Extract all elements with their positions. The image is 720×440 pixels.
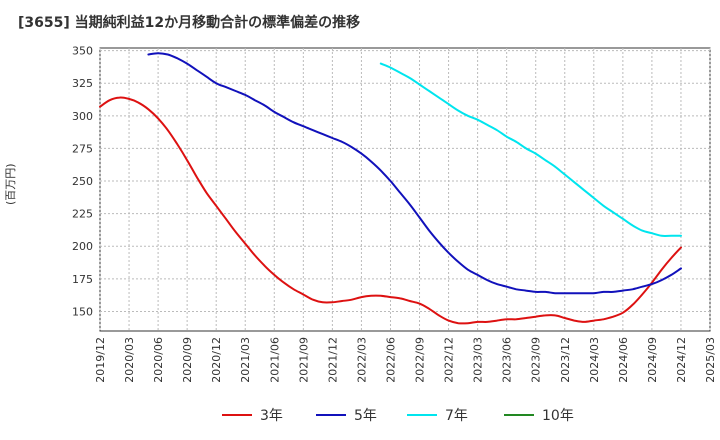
plot-area [99,47,711,332]
y-tick-label: 225 [72,208,93,221]
x-tick-label: 2022/12 [443,337,456,383]
series-line-2 [147,52,682,295]
x-tick-label: 2025/03 [704,337,717,383]
legend-label-2: 5年 [354,408,377,424]
y-tick-label: 150 [72,305,93,318]
x-tick-label: 2023/03 [472,337,485,383]
x-tick-label: 2021/12 [326,337,339,383]
x-tick-label: 2024/12 [675,337,688,383]
x-tick-label: 2021/09 [297,337,310,383]
x-tick-label: 2024/06 [617,337,630,383]
x-tick-label: 2020/12 [210,337,223,383]
x-tick-label: 2020/09 [181,337,194,383]
x-tick-label: 2022/09 [414,337,427,383]
x-tick-label: 2020/03 [123,337,136,383]
x-tick-label: 2022/03 [355,337,368,383]
y-tick-label: 250 [72,175,93,188]
x-tick-label: 2022/06 [384,337,397,383]
y-tick-label: 300 [72,110,93,123]
legend-label-4: 10年 [542,408,574,424]
y-tick-label: 350 [72,45,93,58]
x-tick-label: 2019/12 [94,337,107,383]
x-tick-label: 2020/06 [152,337,165,383]
x-tick-label: 2021/06 [268,337,281,383]
x-tick-label: 2024/03 [588,337,601,383]
x-tick-label: 2024/09 [646,337,659,383]
y-tick-label: 200 [72,240,93,253]
y-tick-label: 275 [72,142,93,155]
legend-label-3: 7年 [445,408,468,424]
series-line-1 [99,96,682,325]
x-tick-label: 2023/06 [501,337,514,383]
x-tick-label: 2023/12 [559,337,572,383]
x-tick-label: 2023/09 [530,337,543,383]
chart-title: [3655] 当期純利益12か月移動合計の標準偏差の推移 [18,15,361,31]
x-tick-label: 2021/03 [239,337,252,383]
y-tick-label: 325 [72,77,93,90]
y-tick-label: 175 [72,273,93,286]
series-line-3 [379,62,682,237]
legend-label-1: 3年 [260,408,283,424]
